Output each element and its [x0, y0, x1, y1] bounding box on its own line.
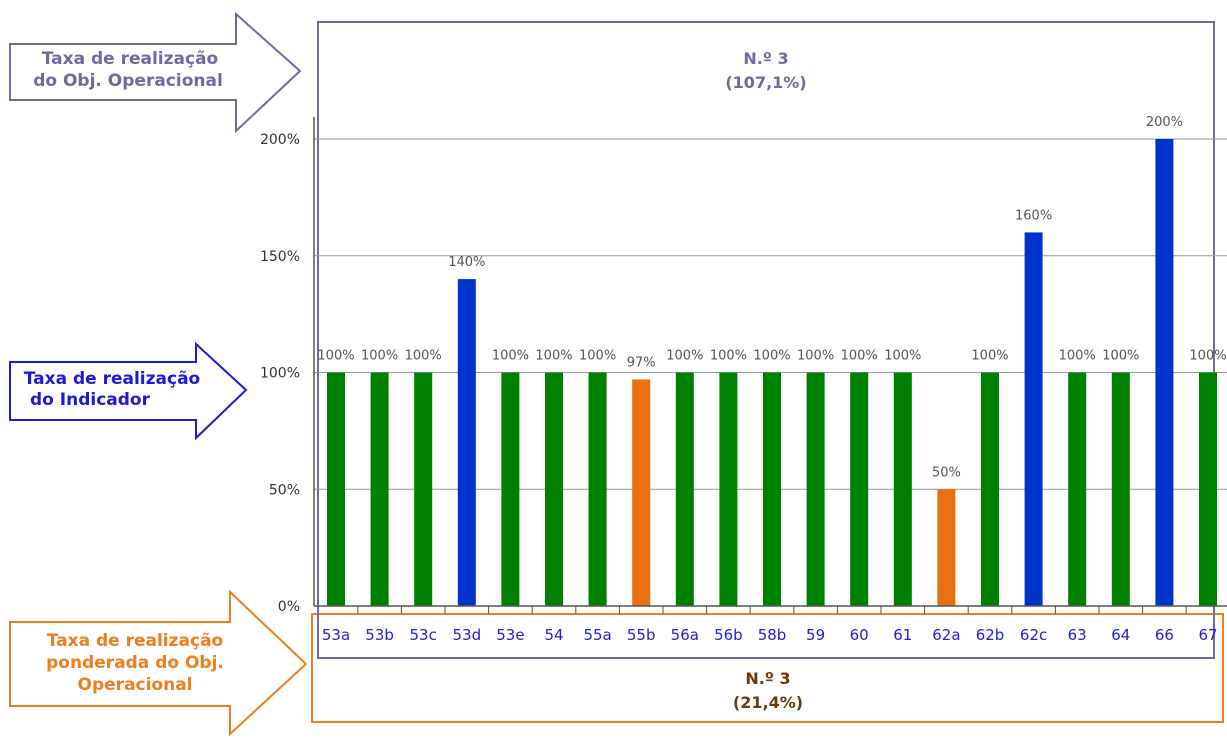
bar: [457, 279, 476, 606]
x-tick-label: 62c: [1020, 626, 1047, 644]
bar: [981, 372, 999, 606]
objective-box: [317, 21, 1215, 659]
x-tick-label: 59: [806, 626, 825, 644]
indicator-callout-line1: Taxa de realização: [24, 369, 200, 389]
y-tick-label: 50%: [269, 482, 300, 498]
indicator-callout-line2: do Indicador: [30, 390, 151, 410]
data-label: 100%: [492, 349, 529, 364]
bars: [327, 139, 1217, 606]
x-tick-label: 55a: [583, 626, 611, 644]
objective-callout-line1: Taxa de realização: [42, 49, 218, 69]
x-tick-label: 61: [893, 626, 912, 644]
weighted-box: [311, 613, 1224, 723]
data-label: 160%: [1015, 208, 1052, 223]
bar: [1024, 232, 1043, 606]
x-axis: [313, 117, 1227, 614]
x-tick-label: 64: [1111, 626, 1130, 644]
bar: [414, 372, 433, 606]
y-tick-label: 200%: [260, 132, 300, 148]
x-tick-label: 58b: [758, 626, 787, 644]
y-tick-label: 100%: [260, 366, 300, 382]
bar: [327, 372, 345, 606]
bar: [501, 372, 520, 606]
bar: [719, 372, 738, 606]
bar: [1068, 372, 1087, 606]
weighted-box-value: (21,4%): [733, 693, 803, 712]
indicator-callout: Taxa de realização do Indicador: [9, 341, 248, 441]
bar: [675, 372, 694, 606]
weighted-callout-line2: ponderada do Obj.: [46, 653, 224, 673]
bar: [806, 372, 825, 606]
y-axis-ticks: 0% 50% 100% 150% 200%: [260, 132, 300, 615]
data-label: 100%: [710, 349, 747, 364]
data-label: 100%: [971, 349, 1008, 364]
data-label: 200%: [1146, 115, 1183, 130]
x-tick-label: 53a: [322, 626, 350, 644]
data-label: 100%: [535, 349, 572, 364]
weighted-callout-line1: Taxa de realização: [47, 631, 223, 651]
bar: [893, 372, 912, 606]
x-tick-label: 62a: [932, 626, 960, 644]
objective-callout-line2: do Obj. Operacional: [33, 71, 223, 91]
data-labels: 100% 100% 100% 140% 100% 100% 100% 97% 100% 100% 1…: [317, 115, 1226, 480]
data-label: 100%: [361, 349, 398, 364]
y-tick-label: 0%: [278, 599, 300, 615]
x-tick-label: 55b: [627, 626, 656, 644]
objective-arrow-icon: [9, 11, 302, 134]
x-tick-label: 62b: [976, 626, 1005, 644]
data-label: 97%: [627, 356, 656, 371]
x-tick-label: 63: [1068, 626, 1087, 644]
bar: [763, 372, 781, 606]
bar: [1111, 372, 1130, 606]
y-tick-label: 150%: [260, 249, 300, 265]
data-label: 100%: [1102, 349, 1139, 364]
bar: [937, 489, 956, 606]
data-label: 100%: [1059, 349, 1096, 364]
data-label: 100%: [1189, 349, 1226, 364]
bar: [1199, 372, 1217, 606]
x-tick-label: 54: [544, 626, 563, 644]
data-label: 100%: [841, 349, 878, 364]
bar: [632, 379, 651, 606]
weighted-box-title: N.º 3: [745, 669, 790, 688]
objective-box-value: (107,1%): [725, 73, 806, 92]
bar: [370, 372, 389, 606]
data-label: 100%: [666, 349, 703, 364]
x-tick-label: 56a: [671, 626, 699, 644]
bar: [588, 372, 607, 606]
weighted-callout-line3: Operacional: [78, 675, 193, 695]
data-label: 100%: [405, 349, 442, 364]
bar: [545, 372, 563, 606]
data-label: 100%: [884, 349, 921, 364]
weighted-arrow-icon: [9, 589, 308, 737]
x-tick-label: 66: [1155, 626, 1174, 644]
data-label: 100%: [753, 349, 790, 364]
data-label: 50%: [932, 465, 961, 480]
data-label: 100%: [579, 349, 616, 364]
indicator-arrow-icon: [9, 341, 248, 441]
objective-box-title: N.º 3: [743, 49, 788, 68]
objective-callout: Taxa de realização do Obj. Operacional: [9, 11, 302, 134]
x-axis-labels: 53a 53b 53c 53d 53e 54 55a 55b 56a 56b 58b 59 60 61 62…: [322, 626, 1218, 644]
x-tick-label: 53e: [496, 626, 524, 644]
x-tick-label: 53b: [365, 626, 394, 644]
x-tick-label: 53c: [410, 626, 437, 644]
weighted-callout: Taxa de realização ponderada do Obj. Ope…: [9, 589, 308, 737]
x-tick-label: 60: [850, 626, 869, 644]
x-tick-label: 67: [1198, 626, 1217, 644]
x-tick-label: 56b: [714, 626, 743, 644]
data-label: 140%: [448, 255, 485, 270]
x-tick-label: 53d: [452, 626, 481, 644]
bar: [1155, 139, 1174, 606]
data-label: 100%: [317, 349, 354, 364]
data-label: 100%: [797, 349, 834, 364]
bar: [850, 372, 869, 606]
